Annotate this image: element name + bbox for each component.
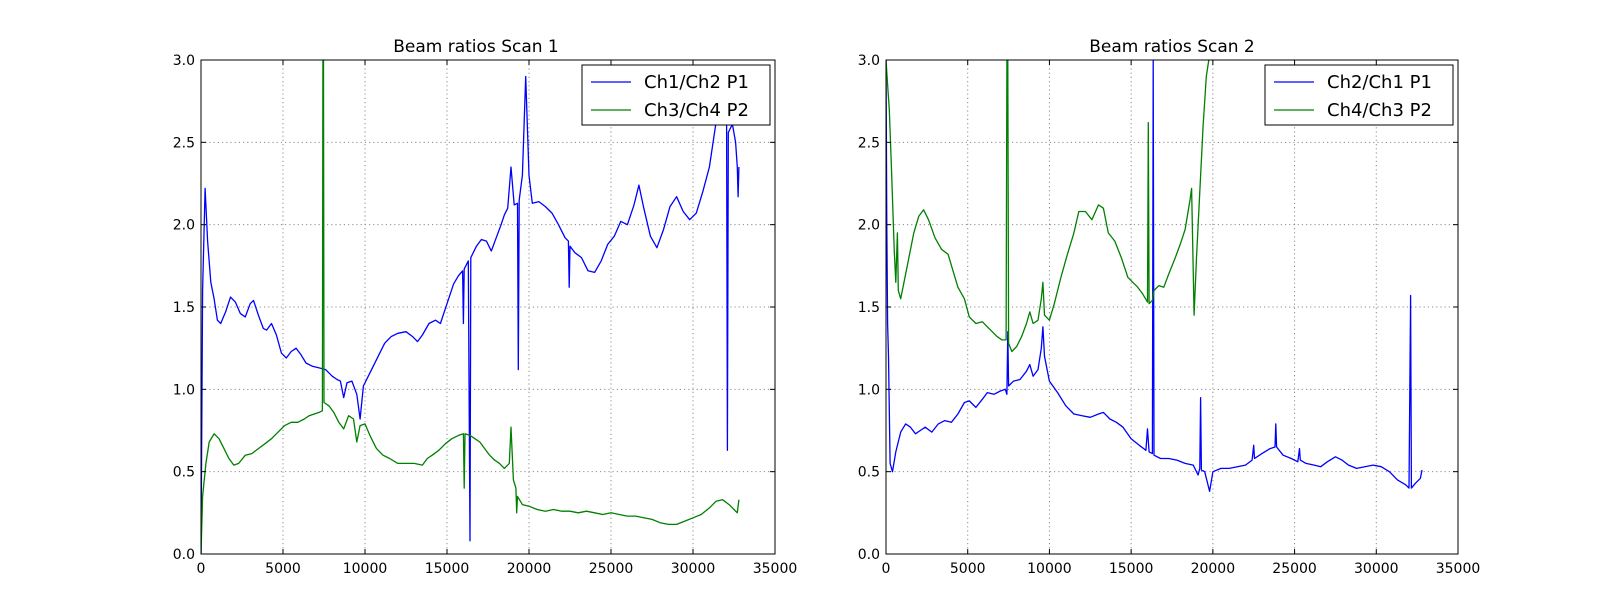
x-tick-label: 30000 [1354,561,1399,577]
legend-label: Ch4/Ch3 P2 [1327,100,1432,121]
series-line-1 [201,75,740,554]
x-tick-label: 0 [882,561,891,577]
y-tick-label: 0.5 [858,465,880,481]
legend-label: Ch1/Ch2 P1 [644,72,749,93]
y-tick-label: 2.0 [173,218,195,234]
y-tick-label: 1.0 [173,382,195,398]
grid-lines [886,60,1458,554]
legend-box [581,64,771,126]
y-tick-label: 0.0 [858,547,880,563]
y-tick-label: 1.5 [173,300,195,316]
y-tick-label: 2.5 [858,135,880,151]
series-layer [201,60,740,554]
x-tick-label: 25000 [1272,561,1317,577]
x-tick-label: 30000 [671,561,716,577]
series-line-2 [886,60,1210,353]
series-line-2 [201,60,740,554]
series-line-1 [886,60,1423,493]
legend-box [1264,64,1454,126]
x-tick-label: 5000 [950,561,986,577]
legend-label: Ch3/Ch4 P2 [644,100,749,121]
axis-ticks: 0 5000 10000 15000 20000 25000 30000 35000 0.0 0.… [173,53,798,577]
chart-title: Beam ratios Scan 2 [1089,37,1255,57]
chart-title: Beam ratios Scan 1 [393,37,559,57]
legend: Ch2/Ch1 P1 Ch4/Ch3 P2 [1264,64,1454,126]
x-tick-label: 20000 [1191,561,1236,577]
x-tick-label: 10000 [343,561,388,577]
y-tick-label: 2.0 [858,218,880,234]
y-tick-label: 3.0 [858,53,880,69]
x-tick-label: 20000 [507,561,552,577]
grid-lines [201,60,775,554]
y-tick-label: 1.5 [858,300,880,316]
series-layer [886,60,1423,493]
y-tick-label: 1.0 [858,382,880,398]
x-tick-label: 10000 [1027,561,1072,577]
x-tick-label: 25000 [589,561,634,577]
axis-ticks: 0 5000 10000 15000 20000 25000 30000 35000 0.0 0.… [858,53,1481,577]
x-tick-label: 15000 [1109,561,1154,577]
x-tick-label: 15000 [425,561,470,577]
chart-panel-scan-1: Beam ratios Scan 1 0 5000 10000 15000 20000 2… [173,37,798,577]
y-tick-label: 3.0 [173,53,195,69]
x-tick-label: 35000 [753,561,798,577]
y-tick-label: 2.5 [173,135,195,151]
chart-panel-scan-2: Beam ratios Scan 2 0 5000 10000 15000 20000 2… [858,37,1481,577]
x-tick-label: 0 [197,561,206,577]
legend: Ch1/Ch2 P1 Ch3/Ch4 P2 [581,64,771,126]
x-tick-label: 35000 [1436,561,1481,577]
y-tick-label: 0.0 [173,547,195,563]
x-tick-label: 5000 [265,561,301,577]
legend-label: Ch2/Ch1 P1 [1327,72,1432,93]
y-tick-label: 0.5 [173,465,195,481]
